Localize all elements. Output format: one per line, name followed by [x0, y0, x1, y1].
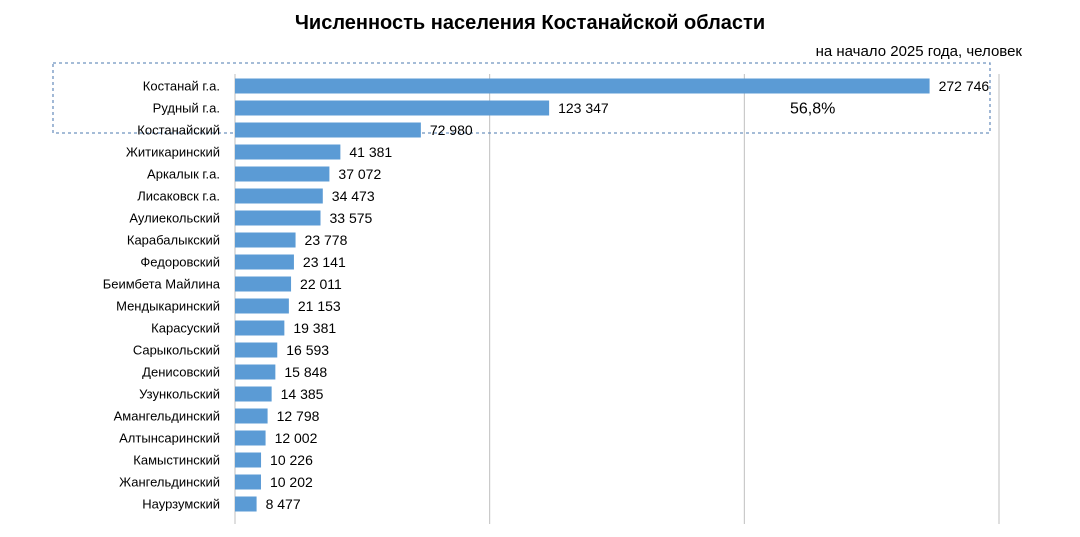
category-label: Узункольский — [139, 387, 220, 402]
labels: Костанай г.а. 272 746 Рудный г.а. 123 347 Ко… — [103, 78, 990, 512]
category-label: Наурзумский — [142, 497, 220, 512]
value-label: 10 226 — [270, 452, 313, 468]
category-label: Аркалык г.а. — [147, 167, 220, 182]
category-label: Камыстинский — [133, 453, 220, 468]
value-label: 10 202 — [270, 474, 313, 490]
gridlines — [234, 74, 1000, 524]
value-label: 14 385 — [281, 386, 324, 402]
bar — [235, 232, 296, 248]
bar — [235, 298, 289, 314]
bar — [235, 144, 341, 160]
value-label: 12 002 — [275, 430, 318, 446]
bar — [235, 452, 262, 468]
value-label: 123 347 — [558, 100, 609, 116]
value-label: 8 477 — [266, 496, 301, 512]
bar — [235, 408, 268, 424]
category-label: Костанайский — [137, 123, 220, 138]
bar — [235, 474, 261, 490]
bar — [235, 386, 272, 402]
value-label: 41 381 — [349, 144, 392, 160]
bar — [235, 210, 321, 226]
category-label: Беимбета Майлина — [103, 277, 221, 292]
chart-subtitle: на начало 2025 года, человек — [816, 43, 1023, 60]
bar — [235, 122, 421, 138]
category-label: Карабалыкский — [127, 233, 220, 248]
value-label: 23 141 — [303, 254, 346, 270]
value-label: 37 072 — [338, 166, 381, 182]
category-label: Алтынсаринский — [119, 431, 220, 446]
value-label: 72 980 — [430, 122, 473, 138]
value-label: 33 575 — [330, 210, 373, 226]
category-label: Житикаринский — [126, 145, 220, 160]
category-label: Жангельдинский — [119, 475, 220, 490]
category-label: Амангельдинский — [114, 409, 220, 424]
category-label: Аулиекольский — [129, 211, 220, 226]
category-label: Лисаковск г.а. — [137, 189, 220, 204]
category-label: Карасуский — [151, 321, 220, 336]
bar — [235, 320, 285, 336]
value-label: 272 746 — [939, 78, 990, 94]
bar — [235, 188, 323, 204]
bar — [235, 276, 292, 292]
value-label: 21 153 — [298, 298, 341, 314]
category-label: Рудный г.а. — [153, 101, 220, 116]
bar — [235, 100, 550, 116]
value-label: 16 593 — [286, 342, 329, 358]
highlight-box — [52, 62, 991, 134]
value-label: 12 798 — [277, 408, 320, 424]
bar — [235, 496, 257, 512]
category-label: Мендыкаринский — [116, 299, 220, 314]
value-label: 34 473 — [332, 188, 375, 204]
chart-title: Численность населения Костанайской облас… — [295, 12, 765, 34]
bar — [235, 364, 276, 380]
bar — [235, 254, 294, 270]
value-label: 19 381 — [293, 320, 336, 336]
category-label: Сарыкольский — [133, 343, 220, 358]
value-label: 23 778 — [305, 232, 348, 248]
highlight-group — [52, 62, 991, 134]
category-label: Костанай г.а. — [143, 79, 220, 94]
bar — [235, 342, 278, 358]
category-label: Денисовский — [142, 365, 220, 380]
category-label: Федоровский — [140, 255, 220, 270]
share-annotation: 56,8% — [790, 100, 835, 117]
value-label: 15 848 — [284, 364, 327, 380]
bars — [235, 78, 930, 512]
bar — [235, 430, 266, 446]
value-label: 22 011 — [300, 276, 342, 292]
bar — [235, 166, 330, 182]
bar — [235, 78, 930, 94]
